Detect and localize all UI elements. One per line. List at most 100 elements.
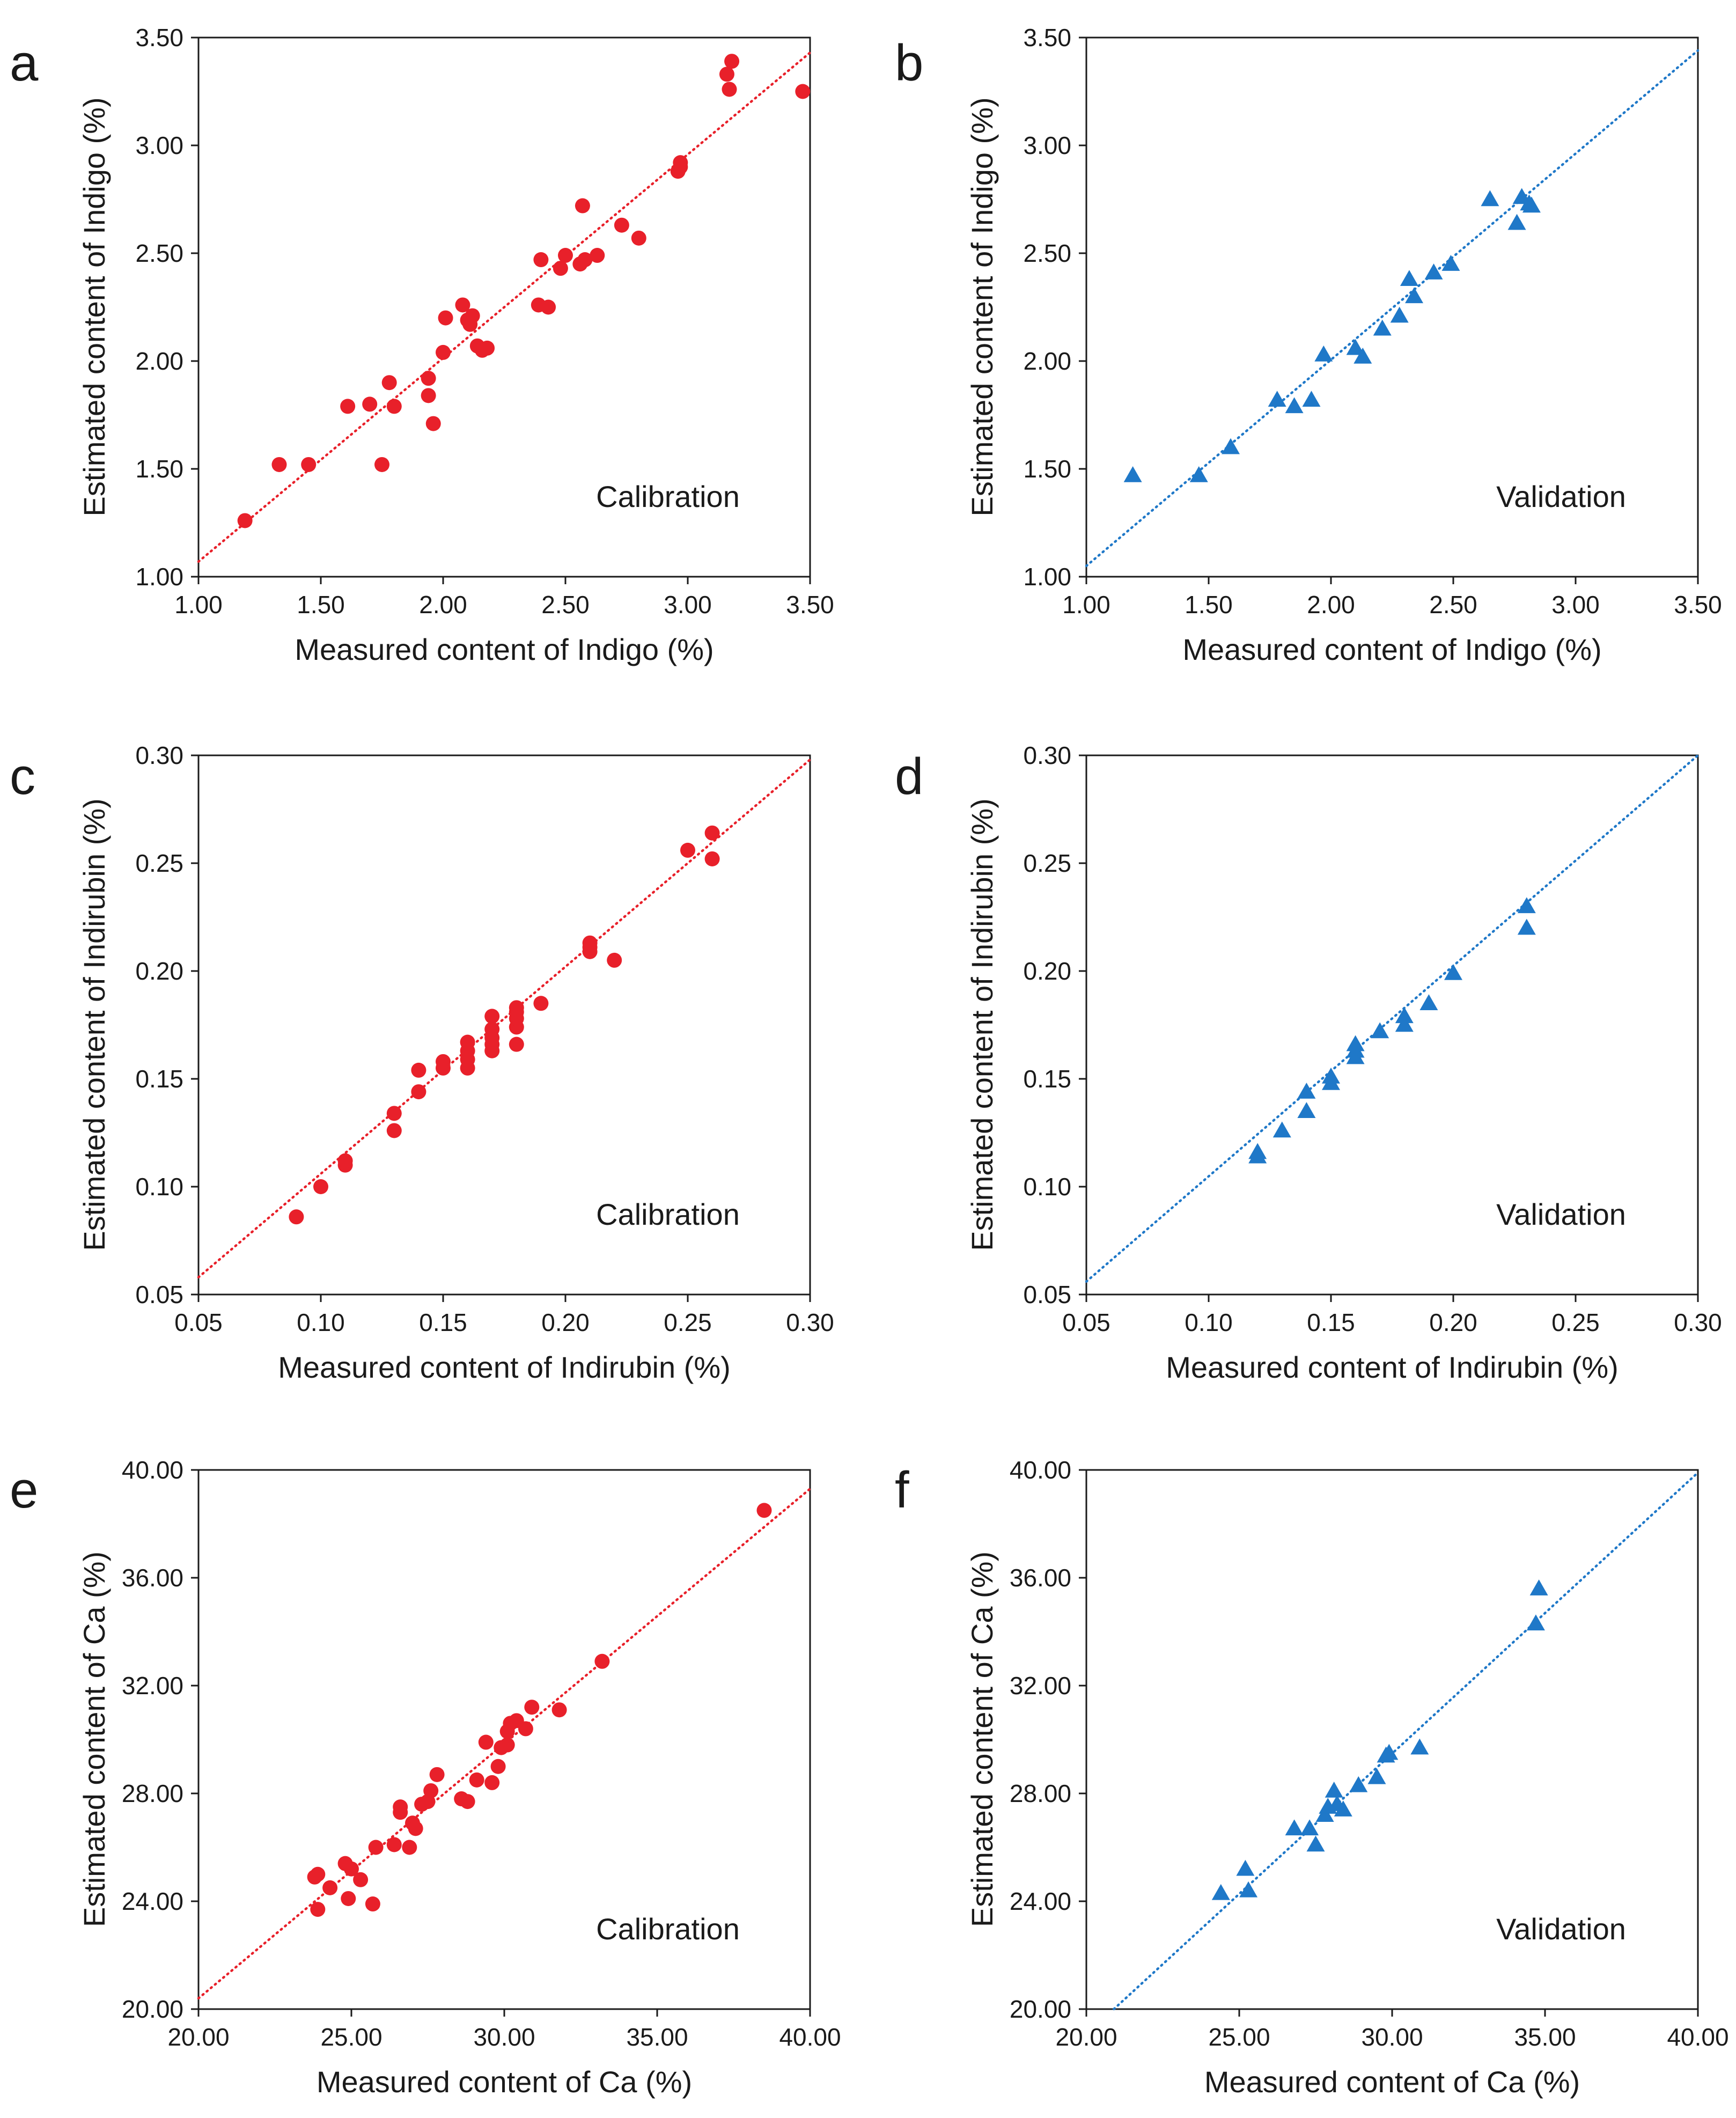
chart-f-data-point [1325, 1781, 1343, 1798]
chart-a-data-point [533, 252, 549, 268]
chart-d-y-tick-label: 0.25 [1023, 849, 1071, 877]
chart-c-data-point [533, 996, 549, 1011]
chart-e-data-point [341, 1891, 356, 1906]
chart-c-marks: 0.05 0.10 0.15 0.20 0.25 0.30 0.05 0.10 0.15 0.20… [135, 741, 834, 1336]
chart-f-y-tick-label: 40.00 [1010, 1456, 1071, 1484]
chart-c-x-tick-label: 0.15 [419, 1308, 467, 1336]
chart-a-data-point [438, 310, 453, 326]
chart-f-x-tick-label: 35.00 [1514, 2023, 1576, 2051]
chart-b-plot-area: 1.00 1.50 2.00 2.50 3.00 3.50 1.00 1.50 2.00 2.50… [1023, 24, 1722, 619]
chart-a-data-point [374, 457, 389, 472]
panel-letter-a: a [10, 34, 39, 92]
chart-f-data-point [1349, 1776, 1368, 1792]
chart-d-data-point [1395, 1016, 1414, 1032]
chart-b-data-point [1285, 397, 1304, 414]
chart-c-data-point [436, 1054, 451, 1069]
chart-e-plot-area: 20.00 25.00 30.00 35.00 40.00 20.00 24.00 28.00… [122, 1456, 841, 2051]
chart-c-data-point [680, 842, 695, 858]
chart-a-x-axis-label: Measured content of Indigo (%) [295, 633, 713, 666]
chart-c-x-tick-label: 0.25 [664, 1308, 712, 1336]
panel-letter-b: b [895, 34, 923, 92]
chart-b-data-point [1302, 391, 1321, 407]
chart-d-x-tick-label: 0.30 [1674, 1308, 1722, 1336]
chart-e-data-point [478, 1734, 494, 1750]
chart-c-annotation: Calibration [596, 1197, 740, 1231]
chart-d-x-tick-label: 0.05 [1062, 1308, 1110, 1336]
chart-a-data-point [386, 399, 402, 414]
chart-c-x-tick-label: 0.30 [786, 1308, 834, 1336]
chart-a-data-point [421, 371, 436, 386]
panel-c: c 0.05 0.10 0.15 0.20 0.25 0.300.050.100.150.… [10, 741, 834, 1384]
chart-d-data-point [1395, 1007, 1414, 1024]
chart-a-annotation: Calibration [596, 480, 740, 513]
chart-b-y-tick-label: 3.00 [1023, 131, 1071, 159]
chart-e-data-point [402, 1840, 417, 1855]
chart-d-data-point [1517, 897, 1536, 914]
chart-d-x-axis-label: Measured content of Indirubin (%) [1166, 1350, 1619, 1384]
chart-a-data-point [558, 248, 573, 263]
chart-f-data-point [1285, 1819, 1304, 1836]
chart-c-data-point [411, 1084, 426, 1100]
chart-d-y-tick-label: 0.05 [1023, 1281, 1071, 1308]
chart-f-data-point [1367, 1768, 1386, 1784]
chart-d-data-point [1248, 1143, 1267, 1159]
chart-d-data-point [1444, 964, 1462, 980]
chart-c-y-tick-label: 0.25 [135, 849, 183, 877]
chart-e-data-point [469, 1772, 484, 1788]
chart-e-annotation: Calibration [596, 1912, 740, 1946]
chart-a-data-point [631, 230, 646, 246]
chart-c-data-point [704, 851, 720, 866]
chart-c-x-axis-label: Measured content of Indirubin (%) [278, 1350, 731, 1384]
chart-a-plot-area: 1.00 1.50 2.00 2.50 3.00 3.50 1.00 1.50 2.00 2.50… [135, 24, 834, 619]
chart-e-x-tick-label: 20.00 [167, 2023, 229, 2051]
chart-f-x-tick-label: 40.00 [1667, 2023, 1728, 2051]
chart-e-marks: 20.00 25.00 30.00 35.00 40.00 20.00 24.00 28.00… [122, 1456, 841, 2051]
chart-f-data-point [1380, 1744, 1399, 1760]
panel-letter-f: f [895, 1461, 909, 1519]
chart-a-x-tick-label: 3.50 [786, 591, 834, 619]
chart-e-data-point [490, 1759, 506, 1774]
chart-a-data-point [425, 416, 441, 431]
chart-e-data-point [429, 1767, 445, 1782]
chart-f-plot-area: 20.00 25.00 30.00 35.00 40.00 20.00 24.00 28.00… [1010, 1456, 1729, 2051]
chart-c-data-point [289, 1209, 304, 1225]
chart-f-y-tick-label: 20.00 [1010, 1995, 1071, 2023]
chart-d-data-point [1419, 994, 1438, 1011]
chart-b-data-point [1354, 347, 1372, 364]
chart-c-data-point [704, 825, 720, 841]
chart-b-y-tick-label: 1.50 [1023, 455, 1071, 483]
chart-a-data-point [722, 82, 737, 97]
chart-a-fit-line [197, 51, 812, 563]
chart-e-y-tick-label: 28.00 [122, 1779, 183, 1807]
chart-a-data-point [271, 457, 287, 472]
chart-d-x-tick-label: 0.15 [1307, 1308, 1355, 1336]
chart-b-data-point [1507, 214, 1526, 230]
chart-c-y-axis-label: Estimated content of Indirubin (%) [77, 798, 111, 1251]
chart-f-x-tick-label: 25.00 [1208, 2023, 1270, 2051]
chart-a-y-tick-label: 3.50 [135, 24, 183, 52]
chart-c-y-tick-label: 0.10 [135, 1173, 183, 1201]
chart-b-data-point [1314, 345, 1333, 362]
chart-a-data-point [237, 513, 253, 528]
chart-a-data-point [614, 217, 629, 233]
chart-c-data-point [460, 1034, 475, 1050]
chart-a-data-point [340, 399, 356, 414]
chart-e-x-tick-label: 25.00 [320, 2023, 382, 2051]
chart-c-data-point [509, 1000, 524, 1016]
chart-a-y-tick-label: 1.00 [135, 563, 183, 591]
chart-b-y-tick-label: 2.50 [1023, 239, 1071, 267]
panel-letter-e: e [10, 1461, 38, 1519]
chart-c-data-point [386, 1106, 402, 1121]
panel-d: d 0.05 0.10 0.15 0.20 0.25 0.300.050.100.150.… [895, 741, 1722, 1384]
chart-c-y-tick-label: 0.30 [135, 741, 183, 769]
chart-a-data-point [575, 198, 590, 214]
chart-f-y-tick-label: 32.00 [1010, 1672, 1071, 1700]
chart-e-data-point [393, 1799, 408, 1815]
panel-letter-c: c [10, 748, 35, 805]
chart-e-x-axis-label: Measured content of Ca (%) [317, 2065, 692, 2099]
chart-e-y-tick-label: 32.00 [122, 1672, 183, 1700]
chart-b-marks: 1.00 1.50 2.00 2.50 3.00 3.50 1.00 1.50 2.00 2.50… [1023, 24, 1722, 619]
chart-e-data-point [499, 1737, 515, 1753]
chart-a-x-tick-label: 2.00 [419, 591, 467, 619]
